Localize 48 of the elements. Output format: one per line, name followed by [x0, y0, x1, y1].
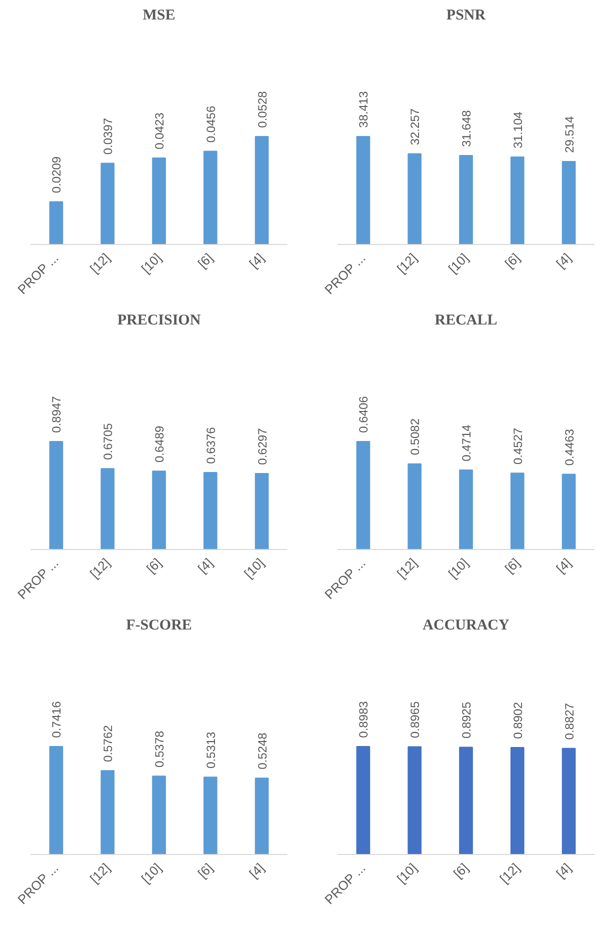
data-label: 0.6489 [152, 426, 166, 463]
x-tick-label: [4] [194, 555, 216, 576]
x-tick-label: [6] [143, 555, 164, 576]
data-label: 0.6376 [204, 426, 218, 464]
data-label: 0.0528 [255, 90, 270, 128]
data-label: 0.4714 [460, 424, 474, 462]
x-tick-label: [6] [194, 250, 216, 272]
data-label: 0.8827 [562, 702, 576, 740]
data-label: 0.0209 [50, 156, 64, 194]
x-tick-label: [4] [246, 860, 268, 882]
data-label: 0.8925 [460, 702, 474, 739]
data-label: 0.0423 [152, 112, 166, 150]
data-label: 0.0456 [204, 106, 218, 143]
chart-title: PSNR [446, 8, 486, 24]
x-tick-label: [4] [553, 250, 574, 272]
chart-title: MSE [142, 8, 176, 24]
data-label: 31.648 [460, 110, 474, 147]
x-tick-label: [4] [553, 555, 574, 576]
data-label: 0.5378 [152, 730, 166, 768]
data-label: 0.6297 [255, 428, 270, 465]
x-tick-label: [6] [502, 250, 523, 272]
data-label: 0.5082 [408, 418, 422, 456]
chart-title: ACCURACY [422, 618, 510, 634]
data-label: 0.5762 [101, 724, 116, 762]
data-label: 0.6705 [101, 422, 116, 460]
data-label: 0.8947 [50, 396, 64, 433]
data-label: 29.514 [562, 116, 576, 153]
data-label: 38.413 [356, 90, 371, 128]
chart-title: PRECISION [117, 312, 201, 328]
data-label: 0.6406 [356, 396, 371, 433]
data-label: 0.0397 [101, 118, 116, 155]
data-label: 0.8965 [408, 701, 422, 738]
chart-title: RECALL [434, 312, 498, 328]
data-label: 31.104 [510, 111, 525, 148]
data-label: 0.8983 [356, 700, 371, 738]
data-label: 0.5313 [204, 731, 218, 768]
x-tick-label: [4] [246, 250, 268, 272]
data-label: 0.4527 [510, 428, 525, 465]
x-tick-label: [6] [194, 860, 216, 882]
data-label: 0.4463 [562, 428, 576, 466]
x-tick-label: [6] [502, 555, 523, 576]
x-tick-label: [4] [553, 860, 574, 882]
data-label: 32.257 [408, 108, 422, 146]
x-tick-label: [6] [450, 860, 472, 882]
chart-title: F-SCORE [126, 618, 192, 634]
data-label: 0.8902 [510, 702, 525, 739]
data-label: 0.7416 [50, 700, 64, 738]
data-label: 0.5248 [255, 732, 270, 770]
